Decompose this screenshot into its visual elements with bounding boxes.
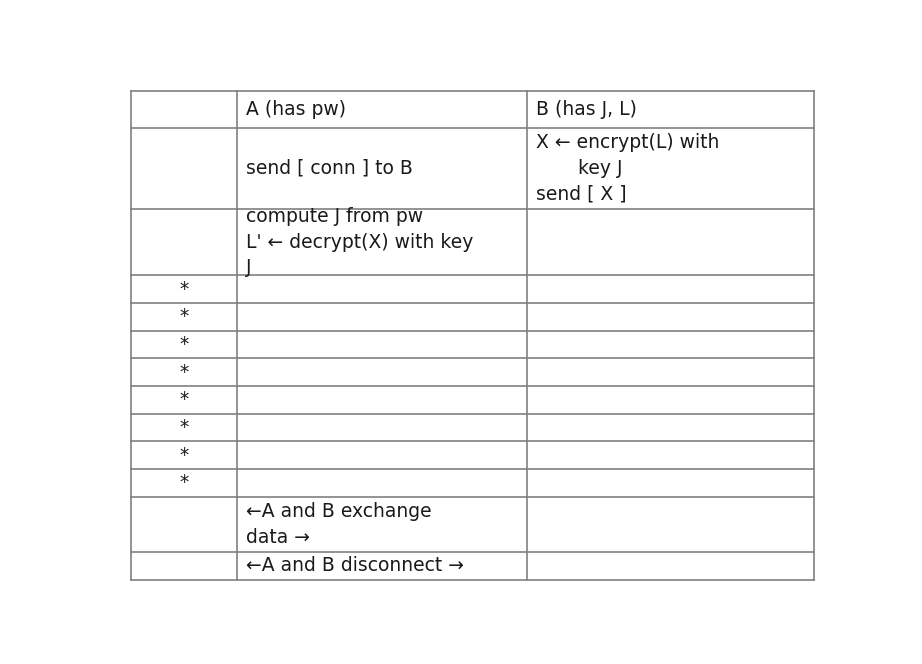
Text: *: *: [179, 446, 188, 465]
Text: ←A and B disconnect →: ←A and B disconnect →: [246, 556, 464, 576]
Text: A (has pw): A (has pw): [246, 100, 346, 119]
Text: *: *: [179, 307, 188, 327]
Text: B (has J, L): B (has J, L): [537, 100, 637, 119]
Text: *: *: [179, 363, 188, 382]
Text: send [ conn ] to B: send [ conn ] to B: [246, 159, 413, 178]
Text: *: *: [179, 390, 188, 410]
Text: *: *: [179, 473, 188, 493]
Text: *: *: [179, 335, 188, 354]
Text: ←A and B exchange
data →: ←A and B exchange data →: [246, 502, 431, 546]
Text: *: *: [179, 418, 188, 437]
Text: compute J from pw
L' ← decrypt(X) with key
J: compute J from pw L' ← decrypt(X) with k…: [246, 207, 474, 278]
Text: *: *: [179, 280, 188, 299]
Text: X ← encrypt(L) with
       key J
send [ X ]: X ← encrypt(L) with key J send [ X ]: [537, 133, 720, 204]
